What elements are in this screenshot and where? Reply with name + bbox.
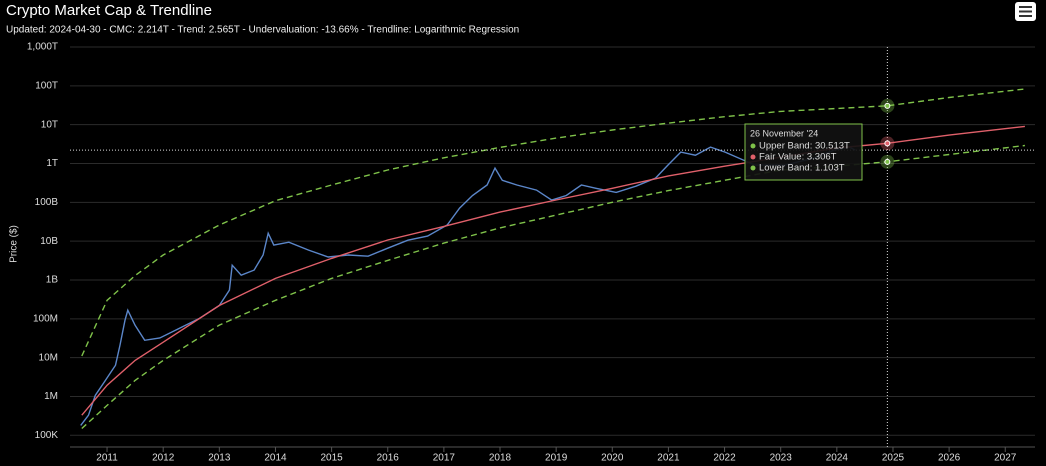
x-tick-label: 2018 [489,453,512,464]
x-tick-label: 2025 [882,453,905,464]
hover-marker [884,102,891,109]
y-tick-label: 1T [46,158,58,169]
chart-subtitle: Updated: 2024-04-30 - CMC: 2.214T - Tren… [6,25,519,36]
series-line [80,146,856,426]
y-axis-label: Price ($) [9,225,20,263]
y-tick-label: 1B [46,275,59,286]
x-tick-label: 2017 [433,453,456,464]
y-tick-label: 100T [35,80,58,91]
y-tick-label: 100B [35,197,59,208]
y-tick-label: 1M [44,391,58,402]
x-tick-label: 2014 [264,453,287,464]
x-tick-label: 2026 [938,453,961,464]
y-tick-label: 100K [35,430,59,441]
menu-bar[interactable] [1019,10,1032,13]
menu-button[interactable] [1015,2,1036,21]
tooltip-item: Upper Band: 30.513T [759,141,850,152]
tooltip-item: Lower Band: 1.103T [759,163,845,174]
hover-marker [884,158,891,165]
y-tick-label: 10B [40,236,58,247]
x-tick-label: 2012 [152,453,175,464]
series-line [81,88,1025,357]
x-tick-label: 2020 [601,453,624,464]
menu-bar[interactable] [1019,6,1032,8]
x-tick-label: 2023 [770,453,793,464]
tooltip-box [744,123,863,181]
y-tick-label: 10T [41,119,58,130]
tooltip-swatch [750,165,756,171]
tooltip-swatch [750,154,756,160]
x-tick-label: 2024 [826,453,849,464]
y-tick-label: 10M [39,352,58,363]
x-tick-label: 2013 [208,453,231,464]
x-tick-label: 2022 [713,453,736,464]
x-tick-label: 2015 [320,453,343,464]
x-tick-label: 2019 [545,453,568,464]
x-tick-label: 2011 [96,453,118,464]
x-tick-label: 2016 [377,453,400,464]
y-tick-label: 1,000T [27,42,58,53]
x-tick-label: 2021 [657,453,680,464]
tooltip-item: Fair Value: 3.306T [759,152,837,163]
y-tick-label: 100M [33,313,58,324]
tooltip-title: 26 November '24 [750,128,818,138]
chart-title: Crypto Market Cap & Trendline [6,2,212,19]
menu-bar[interactable] [1019,15,1032,17]
x-tick-label: 2027 [994,453,1017,464]
hover-marker [884,140,891,147]
tooltip-swatch [750,143,756,149]
